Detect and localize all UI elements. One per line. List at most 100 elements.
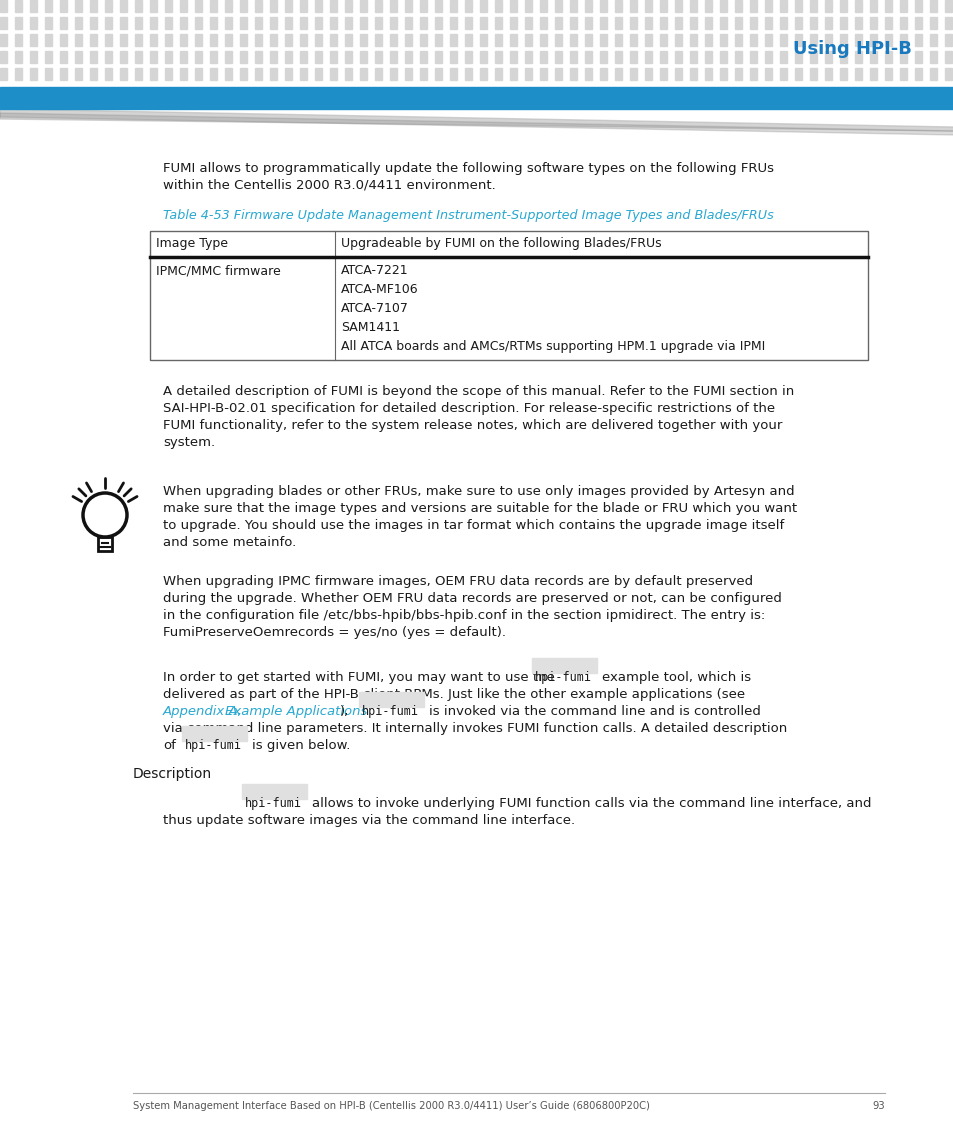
Bar [150, 17, 157, 29]
Bar [60, 34, 67, 46]
Bar [809, 0, 816, 11]
Bar [285, 34, 292, 46]
Bar [929, 17, 936, 29]
Polygon shape [0, 109, 953, 131]
Bar [314, 17, 322, 29]
Bar [60, 17, 67, 29]
Bar [15, 52, 22, 63]
Bar [375, 52, 381, 63]
Bar [524, 0, 532, 11]
Bar [824, 52, 831, 63]
Text: thus update software images via the command line interface.: thus update software images via the comm… [163, 814, 575, 827]
Bar [0, 0, 7, 11]
Bar [435, 52, 441, 63]
Bar [704, 52, 711, 63]
Bar [405, 34, 412, 46]
Bar [330, 52, 336, 63]
Bar [194, 68, 202, 80]
Bar [405, 52, 412, 63]
Bar [720, 0, 726, 11]
Bar [345, 17, 352, 29]
Text: FUMI allows to programmatically update the following software types on the follo: FUMI allows to programmatically update t… [163, 161, 773, 175]
Bar [584, 52, 592, 63]
Bar [749, 68, 757, 80]
Text: Description: Description [132, 767, 212, 781]
Bar [524, 52, 532, 63]
Bar [314, 0, 322, 11]
Bar [479, 68, 486, 80]
Bar [840, 68, 846, 80]
Bar [824, 68, 831, 80]
Bar [0, 17, 7, 29]
Bar [794, 52, 801, 63]
Bar [794, 0, 801, 11]
Bar [359, 17, 367, 29]
Bar [944, 0, 951, 11]
Text: and some metainfo.: and some metainfo. [163, 536, 296, 548]
Bar [615, 68, 621, 80]
Bar [345, 34, 352, 46]
Bar [599, 34, 606, 46]
Bar [450, 17, 456, 29]
Bar [495, 68, 501, 80]
Text: hpi-fumi: hpi-fumi [361, 705, 418, 718]
Bar [809, 52, 816, 63]
Bar [254, 52, 262, 63]
Bar [479, 34, 486, 46]
Bar [615, 52, 621, 63]
Text: ATCA-7221: ATCA-7221 [340, 264, 408, 277]
Polygon shape [0, 113, 953, 135]
Bar [270, 52, 276, 63]
Bar [105, 68, 112, 80]
Bar [764, 0, 771, 11]
Bar [345, 52, 352, 63]
Bar [165, 34, 172, 46]
Text: during the upgrade. Whether OEM FRU data records are preserved or not, can be co: during the upgrade. Whether OEM FRU data… [163, 592, 781, 605]
Bar [629, 0, 637, 11]
Bar [569, 68, 577, 80]
Bar [135, 68, 142, 80]
Bar [734, 17, 741, 29]
Bar [225, 17, 232, 29]
Bar [584, 0, 592, 11]
Text: of: of [163, 739, 175, 752]
Bar [495, 34, 501, 46]
Bar [854, 34, 862, 46]
Bar [390, 52, 396, 63]
Text: SAM1411: SAM1411 [340, 321, 399, 334]
Bar [150, 34, 157, 46]
Bar [555, 34, 561, 46]
Bar [435, 0, 441, 11]
Text: SAI-HPI-B-02.01 specification for detailed description. For release-specific res: SAI-HPI-B-02.01 specification for detail… [163, 402, 774, 414]
Bar [854, 0, 862, 11]
Bar [450, 52, 456, 63]
Text: via command line parameters. It internally invokes FUMI function calls. A detail: via command line parameters. It internal… [163, 722, 786, 735]
Bar [780, 52, 786, 63]
Bar [254, 17, 262, 29]
Bar [45, 68, 52, 80]
Text: When upgrading blades or other FRUs, make sure to use only images provided by Ar: When upgrading blades or other FRUs, mak… [163, 485, 794, 498]
Bar [90, 52, 97, 63]
Bar [479, 17, 486, 29]
Bar [704, 68, 711, 80]
Bar [840, 34, 846, 46]
Bar [555, 0, 561, 11]
Bar [0, 52, 7, 63]
Bar [794, 17, 801, 29]
Bar [539, 34, 546, 46]
Bar [359, 52, 367, 63]
Bar [840, 52, 846, 63]
Bar [299, 68, 307, 80]
Bar [914, 17, 921, 29]
Text: hpi-fumi: hpi-fumi [185, 739, 242, 752]
Bar [464, 52, 472, 63]
Bar [510, 68, 517, 80]
Bar [314, 52, 322, 63]
Text: FUMI functionality, refer to the system release notes, which are delivered toget: FUMI functionality, refer to the system … [163, 419, 781, 432]
Bar [182, 726, 247, 741]
Bar [734, 34, 741, 46]
Bar [405, 68, 412, 80]
Bar [120, 52, 127, 63]
Bar [299, 17, 307, 29]
Bar [944, 52, 951, 63]
